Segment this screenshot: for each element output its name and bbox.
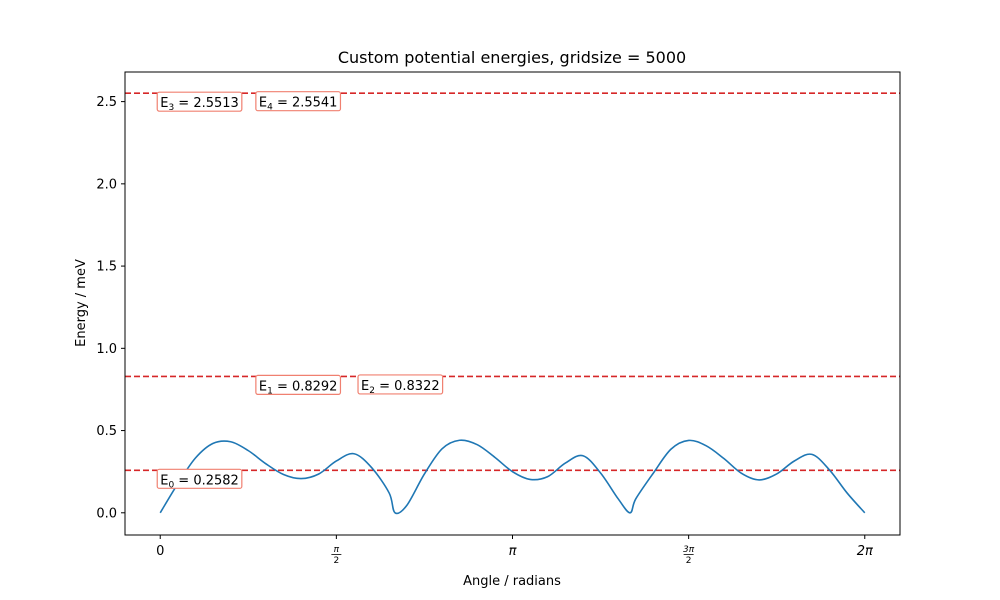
x-tick-label-2: π <box>509 544 517 559</box>
y-tick-label-5: 2.5 <box>96 95 117 110</box>
x-tick-label-0: 0 <box>156 544 164 559</box>
tick-numerator: 3π <box>683 545 695 555</box>
y-axis-label: Energy / meV <box>74 259 89 347</box>
y-tick-label-4: 2.0 <box>96 177 117 192</box>
energy-annotation-0: E0 = 0.2582 <box>156 468 243 490</box>
annotation-text: E3 = 2.5513 <box>160 96 239 113</box>
x-tick-label-3: 3π2 <box>683 545 695 566</box>
tick-numerator: π <box>334 545 340 555</box>
plot-area: E0 = 0.2582 E1 = 0.8292 E2 = 0.8322 E3 = 2.… <box>96 71 901 566</box>
tick-denominator: 2 <box>333 556 339 566</box>
y-tick-label-1: 0.5 <box>96 424 117 439</box>
annotation-box <box>156 91 243 112</box>
potential-curve-0 <box>159 439 866 515</box>
annotation-text: E0 = 0.2582 <box>160 473 239 490</box>
tick-denominator: 2 <box>686 556 692 566</box>
annotation-box <box>357 374 444 395</box>
chart-title: Custom potential energies, gridsize = 50… <box>338 48 686 67</box>
x-axis-label: Angle / radians <box>463 574 561 589</box>
energy-annotation-3: E3 = 2.5513 <box>156 91 243 113</box>
y-tick-label-0: 0.0 <box>96 506 117 521</box>
y-tick-label-2: 1.0 <box>96 342 117 357</box>
annotation-text: E1 = 0.8292 <box>259 379 338 396</box>
annotation-text: E4 = 2.5541 <box>259 96 338 113</box>
annotation-box <box>255 374 342 396</box>
annotation-text: E2 = 0.8322 <box>361 379 440 396</box>
x-tick-label-4: 2π <box>857 544 873 559</box>
x-tick-label-1: π2 <box>331 545 342 566</box>
annotation-box <box>255 91 342 112</box>
y-tick-label-3: 1.5 <box>96 260 117 275</box>
energy-annotation-1: E1 = 0.8292 <box>255 374 342 396</box>
energy-annotation-4: E4 = 2.5541 <box>255 91 342 113</box>
annotation-box <box>156 468 243 489</box>
energy-annotation-2: E2 = 0.8322 <box>357 374 444 396</box>
